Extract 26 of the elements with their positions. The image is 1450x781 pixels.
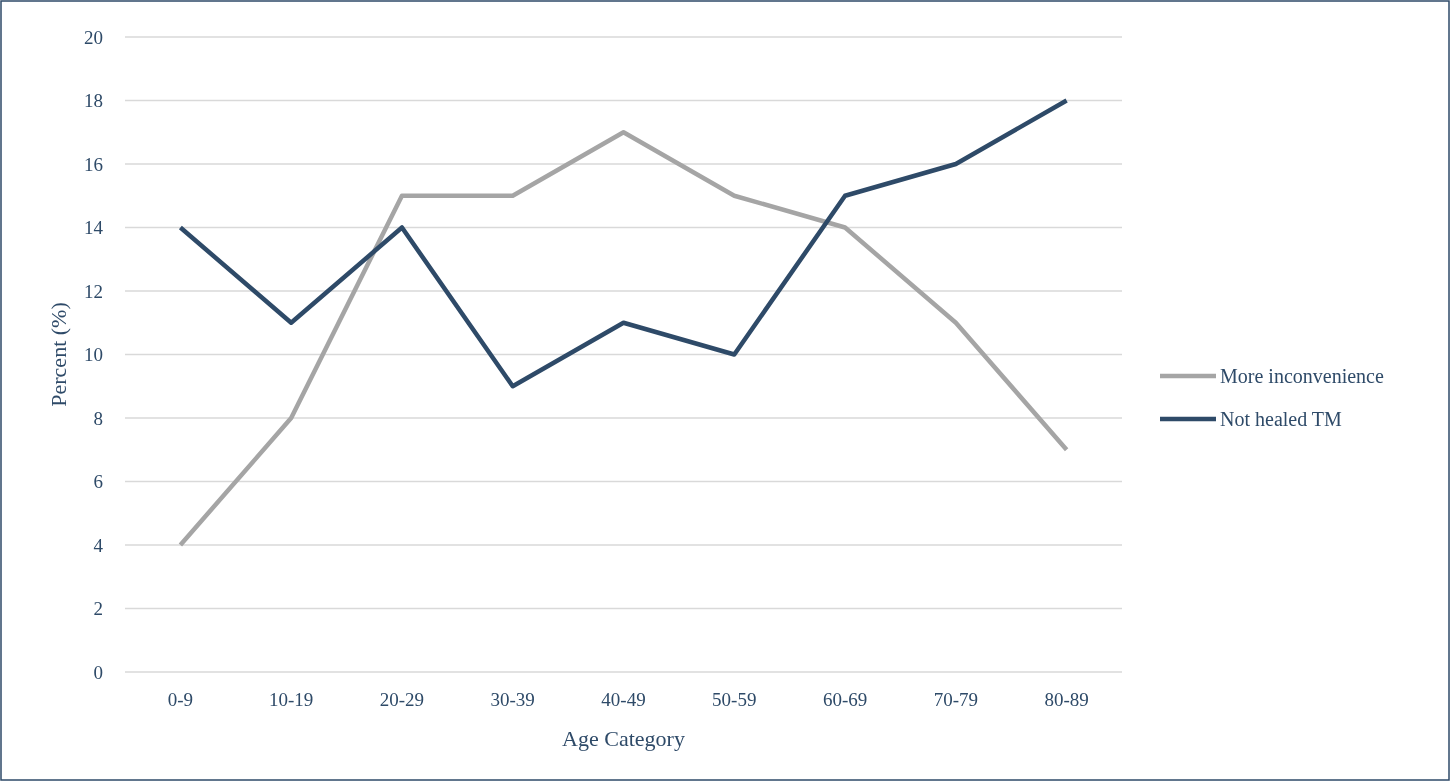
y-tick-label: 14 xyxy=(84,217,104,239)
x-tick-label: 0-9 xyxy=(167,689,194,710)
y-tick-label: 18 xyxy=(84,90,103,112)
x-tick-label: 30-39 xyxy=(490,689,535,710)
line-series xyxy=(178,98,1069,389)
x-tick-label: 40-49 xyxy=(601,689,646,710)
x-tick-label: 50-59 xyxy=(712,689,757,710)
x-tick-label: 70-79 xyxy=(933,689,978,710)
y-tick-label: 0 xyxy=(93,661,103,683)
x-tick-label: 20-29 xyxy=(379,689,425,710)
y-tick-label: 12 xyxy=(84,280,103,302)
y-tick-label: 20 xyxy=(84,26,103,48)
line-series xyxy=(178,130,1069,548)
x-axis-title: Age Category xyxy=(562,726,685,751)
x-tick-label: 80-89 xyxy=(1044,689,1089,710)
y-tick-label: 10 xyxy=(84,344,103,366)
legend-label: Not healed TM xyxy=(1220,408,1343,430)
y-tick-label: 8 xyxy=(93,407,103,429)
y-tick-label: 6 xyxy=(93,471,103,493)
x-tick-label: 60-69 xyxy=(822,689,868,710)
y-axis-title: Percent (%) xyxy=(46,302,71,407)
y-tick-label: 2 xyxy=(93,598,103,620)
x-tick-label: 10-19 xyxy=(269,689,314,710)
y-tick-label: 16 xyxy=(84,153,103,175)
y-tick-label: 4 xyxy=(93,534,104,556)
legend-label: More inconvenience xyxy=(1220,365,1384,387)
